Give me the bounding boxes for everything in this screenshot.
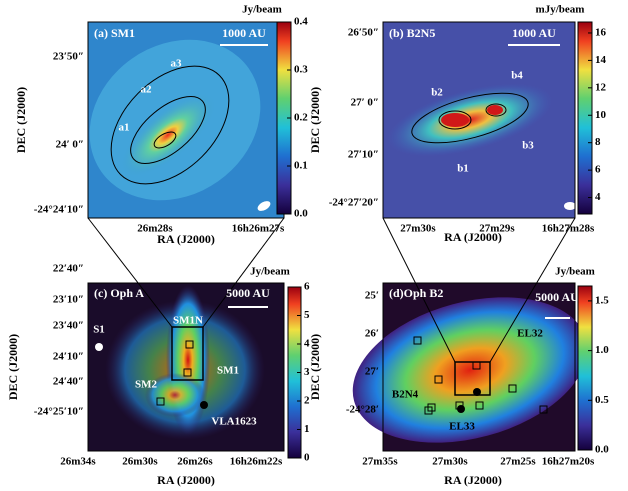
colorbar-tick-label: 5 bbox=[304, 309, 310, 321]
colorbar-tick-label: 12 bbox=[595, 81, 607, 93]
x-tick-label: 26m30s bbox=[122, 456, 158, 468]
colorbar-tick-label: 0.0 bbox=[595, 444, 609, 456]
x-tick-label: 26m34s bbox=[60, 456, 96, 468]
x-tick-label: 27m30s bbox=[400, 223, 436, 235]
y-axis-label: DEC (J2000) bbox=[308, 334, 322, 400]
colorbar-tick-label: 0.2 bbox=[294, 112, 308, 124]
y-tick-label: 26′ bbox=[365, 328, 379, 340]
colorbar-tick-label: 4 bbox=[595, 191, 601, 203]
colorbar-tick-label: 6 bbox=[595, 164, 601, 176]
annotation: EL32 bbox=[517, 328, 543, 340]
annotation: b2 bbox=[431, 87, 443, 99]
x-tick-label: 27m35s bbox=[362, 456, 398, 468]
annotation: b1 bbox=[457, 163, 469, 175]
colorbar-tick-label: 1.0 bbox=[595, 344, 609, 356]
colorbar bbox=[578, 22, 592, 214]
panel-title: (c) Oph A bbox=[94, 286, 144, 300]
y-tick-label: -24°24′10″ bbox=[34, 204, 84, 216]
y-axis-label: DEC (J2000) bbox=[14, 87, 28, 153]
colorbar bbox=[578, 286, 592, 450]
panel-title: (a) SM1 bbox=[94, 26, 135, 40]
scale-bar-label: 1000 AU bbox=[222, 26, 266, 40]
x-tick-label: 16h27m20s bbox=[542, 456, 595, 468]
annotation: b3 bbox=[522, 140, 534, 152]
y-tick-label: 25′ bbox=[365, 290, 379, 302]
annotation: VLA1623 bbox=[211, 416, 257, 428]
y-tick-label: -24°27′20″ bbox=[329, 197, 379, 209]
annotation: a2 bbox=[141, 84, 153, 96]
y-tick-label: -24°25′10″ bbox=[34, 406, 84, 418]
y-tick-label: 24′40″ bbox=[53, 376, 84, 388]
colorbar-unit: Jy/beam bbox=[555, 266, 595, 278]
figure: (a) SM1 1000 AU Jy/beam RA (J2000) DEC (J200… bbox=[0, 0, 628, 491]
x-tick-label: 16h27m28s bbox=[542, 223, 595, 235]
x-tick-label: 27m30s bbox=[432, 456, 468, 468]
panel-title: (b) B2N5 bbox=[389, 26, 435, 40]
annotation: SM1N bbox=[173, 315, 203, 327]
annotation: SM1 bbox=[217, 365, 239, 377]
colorbar-tick-label: 0.0 bbox=[294, 208, 308, 220]
y-axis-label: DEC (J2000) bbox=[6, 334, 20, 400]
x-tick-label: 27m25s bbox=[500, 456, 536, 468]
colorbar-unit: Jy/beam bbox=[242, 4, 282, 16]
x-tick-label: 27m29s bbox=[479, 223, 515, 235]
colorbar-tick-label: 0.5 bbox=[595, 394, 609, 406]
y-tick-label: 27′10″ bbox=[348, 149, 379, 161]
x-axis-label: RA (J2000) bbox=[157, 473, 215, 487]
x-tick-label: 26m26s bbox=[177, 456, 213, 468]
x-tick-label: 26m28s bbox=[137, 223, 173, 235]
colorbar-tick-label: 1 bbox=[304, 423, 310, 435]
colorbar-tick-label: 8 bbox=[595, 136, 601, 148]
annotation: a1 bbox=[119, 122, 130, 134]
x-axis-label: RA (J2000) bbox=[444, 473, 502, 487]
x-tick-label: 16h26m27s bbox=[232, 223, 285, 235]
colorbar-tick-label: 16 bbox=[595, 27, 607, 39]
scale-bar-label: 5000 AU bbox=[535, 290, 579, 304]
panel-title: (d)Oph B2 bbox=[389, 286, 443, 300]
annotation: B2N4 bbox=[392, 389, 419, 401]
colorbar-tick-label: 0.4 bbox=[294, 16, 308, 28]
colorbar-tick-label: 10 bbox=[595, 109, 607, 121]
y-tick-label: 27′ 0″ bbox=[351, 97, 379, 109]
annotation: SM2 bbox=[135, 379, 158, 391]
colorbar-unit: Jy/beam bbox=[250, 266, 290, 278]
x-tick-label: 16h26m22s bbox=[230, 456, 283, 468]
colorbar-tick-label: 0 bbox=[304, 452, 310, 464]
scale-bar-label: 1000 AU bbox=[512, 26, 556, 40]
annotation: S1 bbox=[93, 324, 105, 336]
y-tick-label: 24′ 0″ bbox=[56, 139, 84, 151]
y-tick-label: 23′50″ bbox=[53, 51, 84, 63]
scale-bar-label: 5000 AU bbox=[226, 286, 270, 300]
annotation: b4 bbox=[511, 70, 523, 82]
y-tick-label: 23′10″ bbox=[53, 294, 84, 306]
colorbar-tick-label: 6 bbox=[304, 281, 310, 293]
colorbar-unit: mJy/beam bbox=[536, 4, 585, 16]
y-tick-label: 24′10″ bbox=[53, 351, 84, 363]
colorbar-tick-label: 0.3 bbox=[294, 64, 308, 76]
colorbar-tick-label: 1.5 bbox=[595, 294, 609, 306]
colorbar-tick-label: 14 bbox=[595, 54, 607, 66]
annotation: EL33 bbox=[449, 421, 475, 433]
y-tick-label: -24°28′ bbox=[346, 404, 379, 416]
y-tick-label: 27′ bbox=[365, 366, 379, 378]
y-tick-label: 22′40″ bbox=[53, 263, 84, 275]
y-axis-label: DEC (J2000) bbox=[308, 87, 322, 153]
y-tick-label: 26′50″ bbox=[348, 27, 379, 39]
colorbar-tick-label: 0.1 bbox=[294, 160, 308, 172]
y-tick-label: 23′40″ bbox=[53, 320, 84, 332]
annotation: a3 bbox=[171, 58, 183, 70]
